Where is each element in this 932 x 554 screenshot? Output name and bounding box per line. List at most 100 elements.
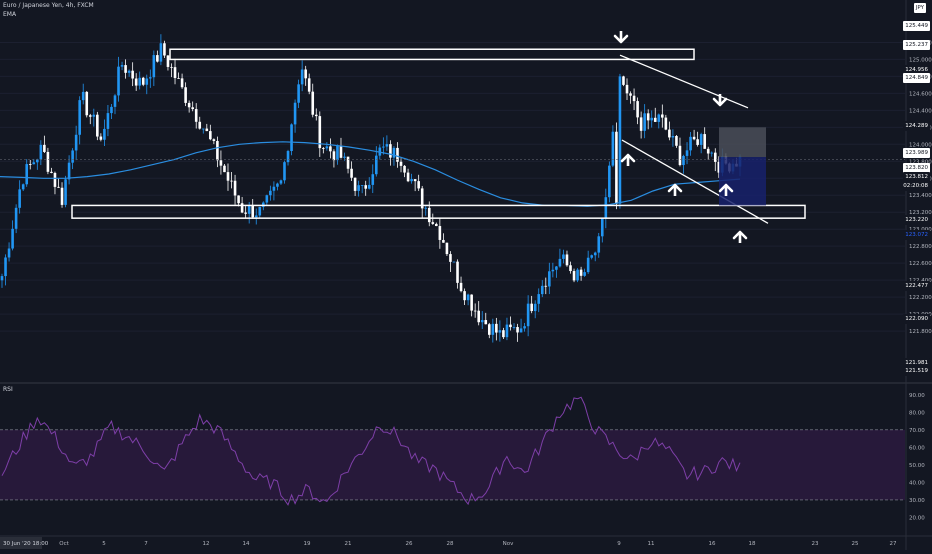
- candle-body: [435, 223, 438, 227]
- price-tag: 122.477: [903, 281, 930, 291]
- candle-body: [622, 76, 625, 85]
- candle-body: [417, 181, 420, 189]
- x-tick-label: 23: [812, 541, 819, 547]
- rsi-tick-label: 90.00: [909, 393, 925, 399]
- candle-body: [530, 303, 533, 312]
- candle-body: [194, 109, 198, 122]
- candle-body: [449, 254, 452, 262]
- candle-body: [625, 84, 629, 94]
- rsi-tick-label: 50.00: [909, 463, 925, 469]
- candle-body: [170, 66, 173, 68]
- candle-body: [230, 180, 233, 182]
- candle-body: [509, 324, 512, 328]
- rsi-tick-label: 20.00: [909, 515, 925, 521]
- y-tick-label: 122.200: [909, 295, 932, 301]
- candle-body: [103, 128, 106, 140]
- arrow-down-icon-head: [613, 34, 629, 44]
- candle-body: [166, 55, 170, 67]
- short-stop-box: [719, 127, 766, 158]
- arrow-up-icon: [620, 153, 636, 166]
- candle-body: [293, 102, 297, 125]
- arrow-up-icon: [732, 230, 748, 243]
- candle-body: [579, 269, 583, 276]
- price-tag: 122.090: [903, 314, 930, 324]
- arrow-up-icon-head: [718, 183, 734, 193]
- candle-body: [586, 257, 590, 273]
- candle-body: [459, 282, 463, 292]
- candle-body: [357, 185, 360, 191]
- candle-body: [618, 76, 622, 204]
- candle-body: [134, 78, 138, 86]
- price-tag: 123.220: [903, 215, 930, 225]
- candle-body: [537, 294, 541, 304]
- candle-body: [653, 117, 657, 122]
- candle-body: [99, 136, 103, 140]
- price-tag: 123.989: [903, 148, 930, 158]
- price-tag: 124.849: [903, 73, 930, 83]
- candle-body: [650, 117, 654, 121]
- candle-body: [311, 91, 315, 115]
- candle-body: [555, 266, 558, 270]
- candle-body: [495, 323, 498, 333]
- candle-body: [346, 156, 350, 169]
- candle-body: [223, 165, 226, 173]
- candle-body: [127, 70, 131, 73]
- candle-body: [367, 184, 371, 189]
- candle-body: [283, 162, 286, 181]
- candle-body: [565, 254, 569, 266]
- candle-body: [290, 124, 293, 152]
- candle-body: [18, 189, 21, 208]
- candle-body: [668, 129, 671, 138]
- candle-body: [152, 55, 156, 78]
- candle-body: [336, 145, 339, 161]
- y-tick-label: 125.000: [909, 57, 932, 63]
- candle-body: [237, 195, 240, 204]
- rsi-tick-label: 40.00: [909, 480, 925, 486]
- candle-body: [526, 303, 530, 327]
- candle-body: [88, 115, 92, 117]
- candle-body: [593, 252, 597, 256]
- x-tick-label: 11: [648, 541, 655, 547]
- candle-body: [600, 218, 604, 237]
- candle-body: [406, 172, 410, 182]
- candle-body: [85, 91, 89, 116]
- candle-body: [661, 114, 664, 118]
- y-tick-label: 123.800: [909, 159, 932, 165]
- ema-indicator-label[interactable]: EMA: [3, 11, 17, 18]
- candle-body: [39, 144, 43, 160]
- candle-body: [710, 152, 714, 154]
- arrow-up-icon: [718, 183, 734, 196]
- last-price-small: 123.812: [903, 172, 930, 182]
- candle-body: [14, 207, 18, 229]
- currency-badge[interactable]: JPY: [913, 3, 926, 13]
- axis-extra-label: 121.981: [903, 358, 930, 368]
- candle-body: [675, 136, 678, 146]
- candle-body: [92, 114, 96, 117]
- arrow-up-icon-head: [620, 153, 636, 163]
- candle-body: [156, 55, 159, 62]
- candle-body: [442, 239, 445, 243]
- candles: [0, 34, 742, 343]
- candle-body: [205, 128, 209, 132]
- candle-body: [36, 159, 39, 163]
- candle-body: [682, 155, 685, 166]
- candle-body: [629, 93, 632, 96]
- candle-body: [0, 276, 4, 281]
- support-zone: [71, 204, 806, 219]
- candle-body: [325, 146, 329, 149]
- rsi-indicator-label[interactable]: RSI: [3, 386, 13, 393]
- candle-body: [141, 77, 145, 85]
- resistance-zone: [169, 48, 695, 61]
- arrow-up-icon-head: [667, 183, 683, 193]
- candle-body: [258, 206, 262, 216]
- candle-body: [226, 172, 230, 181]
- symbol-title: Euro / Japanese Yen, 4h, FXCM: [3, 2, 94, 9]
- candle-body: [706, 148, 710, 154]
- candle-body: [558, 258, 562, 267]
- candle-body: [180, 78, 184, 88]
- candle-body: [106, 113, 110, 129]
- candle-body: [540, 285, 544, 295]
- x-tick-label: 26: [406, 541, 413, 547]
